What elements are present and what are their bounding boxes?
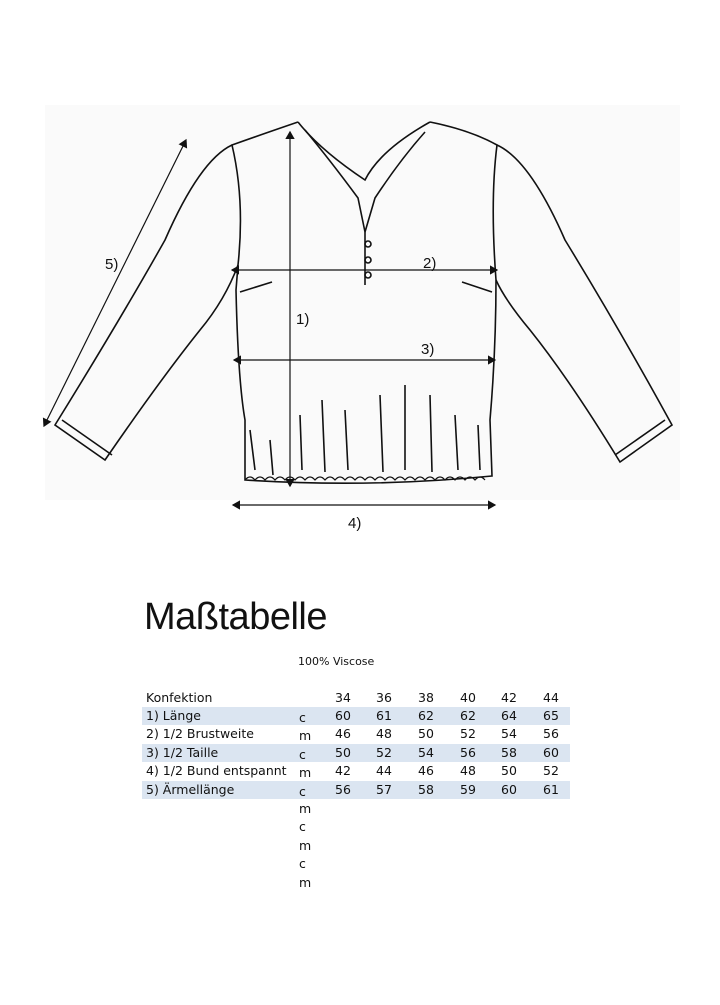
value-cell: 36	[376, 690, 392, 705]
table-row: 5) Ärmellänge c 56 57 58 59 60 61	[142, 780, 570, 799]
row-label: Konfektion	[146, 690, 213, 705]
blouse-sketch	[42, 121, 674, 510]
unit-fragment: m	[299, 837, 312, 853]
value-cell: 58	[418, 781, 434, 797]
row-label: 5) Ärmellänge	[146, 781, 235, 797]
value-cell: 59	[460, 781, 476, 797]
value-cell: 50	[335, 744, 351, 760]
table-row: 1) Länge c 60 61 62 62 64 65	[142, 707, 570, 725]
material-note: 100% Viscose	[298, 655, 375, 668]
value-cell: 46	[335, 726, 351, 742]
measure-line-5	[42, 138, 188, 428]
row-label: 4) 1/2 Bund entspannt	[146, 763, 287, 779]
value-cell: 44	[376, 763, 392, 779]
value-cell: 65	[543, 708, 559, 723]
row-label: 3) 1/2 Taille	[146, 744, 219, 760]
measure-label-2: 2)	[423, 255, 437, 272]
value-cell: 52	[376, 744, 392, 760]
value-cell: 60	[543, 744, 559, 760]
row-label: 2) 1/2 Brustweite	[146, 726, 254, 742]
value-cell: 60	[501, 781, 517, 797]
value-cell: 56	[460, 744, 476, 760]
unit-cell: c	[299, 783, 306, 799]
value-cell: 61	[376, 708, 392, 723]
value-cell: 56	[335, 781, 351, 797]
unit-fragment: m	[299, 801, 312, 816]
value-cell: 46	[418, 763, 434, 779]
page-title: Maßtabelle	[144, 596, 327, 638]
value-cell: 50	[418, 726, 434, 742]
value-cell: 62	[460, 708, 476, 723]
value-cell: 57	[376, 781, 392, 797]
value-cell: 64	[501, 708, 517, 723]
right-sleeve	[495, 144, 674, 464]
unit-fragment: c	[299, 856, 306, 872]
unit-cell: c	[299, 710, 306, 725]
unit-fragment: m	[299, 874, 312, 890]
value-cell: 34	[335, 690, 351, 705]
value-cell: 38	[418, 690, 434, 705]
unit-cell: c	[299, 746, 306, 762]
value-cell: 54	[418, 744, 434, 760]
row-label: 1) Länge	[146, 708, 201, 723]
table-header: Konfektion 34 36 38 40 42 44	[142, 689, 570, 707]
value-cell: 52	[460, 726, 476, 742]
value-cell: 42	[335, 763, 351, 779]
value-cell: 52	[543, 763, 559, 779]
value-cell: 58	[501, 744, 517, 760]
table-row: 4) 1/2 Bund entspannt m 42 44 46 48 50 52	[142, 762, 570, 780]
value-cell: 50	[501, 763, 517, 779]
measure-label-5: 5)	[105, 256, 119, 273]
unit-cell: m	[299, 765, 312, 781]
value-cell: 42	[501, 690, 517, 705]
value-cell: 60	[335, 708, 351, 723]
value-cell: 48	[376, 726, 392, 742]
value-cell: 44	[543, 690, 559, 705]
unit-fragment: c	[299, 819, 306, 835]
value-cell: 48	[460, 763, 476, 779]
value-cell: 56	[543, 726, 559, 742]
value-cell: 62	[418, 708, 434, 723]
measure-label-1: 1)	[296, 311, 310, 328]
unit-cell: m	[299, 728, 312, 744]
value-cell: 40	[460, 690, 476, 705]
value-cell: 54	[501, 726, 517, 742]
measure-label-3: 3)	[421, 341, 435, 358]
value-cell: 61	[543, 781, 559, 797]
table-row: 3) 1/2 Taille c 50 52 54 56 58 60	[142, 743, 570, 762]
blouse-outline	[231, 121, 498, 484]
measure-label-4: 4)	[348, 515, 362, 532]
table-row: 2) 1/2 Brustweite m 46 48 50 52 54 56	[142, 725, 570, 743]
